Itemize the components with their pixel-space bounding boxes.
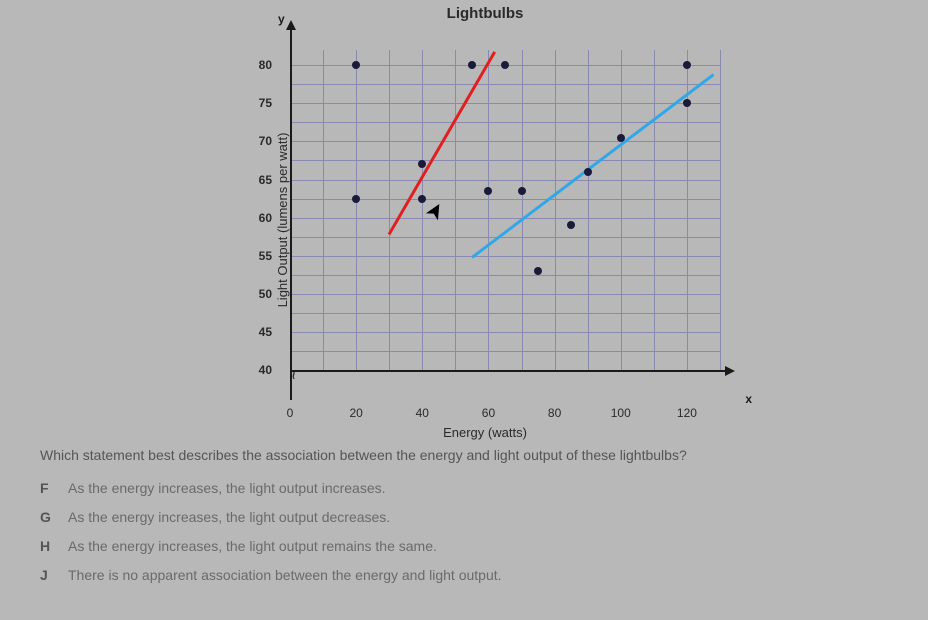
x-tick-label: 0 — [287, 406, 294, 420]
grid-line-vertical — [455, 50, 456, 370]
y-axis-letter: y — [278, 12, 285, 26]
grid-line-horizontal — [290, 332, 720, 333]
grid-line-vertical — [621, 50, 622, 370]
option-letter: J — [40, 565, 68, 586]
plot-area: y x ≀404550556065707580020406080100120➤ — [280, 30, 730, 400]
grid-line-horizontal — [290, 256, 720, 257]
x-axis-label: Energy (watts) — [443, 425, 527, 440]
x-tick-label: 40 — [416, 406, 429, 420]
y-tick-label: 80 — [259, 58, 272, 72]
grid-line-horizontal — [290, 313, 720, 314]
scatter-chart: Lightbulbs Light Output (lumens per watt… — [225, 5, 745, 435]
grid-line-vertical — [356, 50, 357, 370]
option-text: As the energy increases, the light outpu… — [68, 536, 437, 557]
grid-line-horizontal — [290, 122, 720, 123]
chart-title: Lightbulbs — [447, 5, 524, 22]
arrow-right-icon — [725, 366, 735, 376]
data-point — [418, 160, 426, 168]
option-letter: F — [40, 478, 68, 499]
answer-option[interactable]: JThere is no apparent association betwee… — [40, 565, 898, 586]
arrow-up-icon — [286, 20, 296, 30]
x-tick-label: 80 — [548, 406, 561, 420]
data-point — [484, 187, 492, 195]
option-letter: G — [40, 507, 68, 528]
y-tick-label: 70 — [259, 134, 272, 148]
grid-line-vertical — [522, 50, 523, 370]
x-axis-letter: x — [745, 392, 752, 406]
data-point — [352, 195, 360, 203]
grid-line-horizontal — [290, 351, 720, 352]
grid-line-vertical — [588, 50, 589, 370]
x-axis — [290, 370, 730, 372]
grid-line-vertical — [555, 50, 556, 370]
y-tick-label: 40 — [259, 363, 272, 377]
axis-break-icon: ≀ — [291, 366, 296, 383]
y-tick-label: 50 — [259, 287, 272, 301]
grid-line-horizontal — [290, 294, 720, 295]
data-point — [683, 61, 691, 69]
grid-line-vertical — [323, 50, 324, 370]
grid-line-horizontal — [290, 160, 720, 161]
grid-line-horizontal — [290, 141, 720, 142]
y-tick-label: 65 — [259, 173, 272, 187]
option-text: As the energy increases, the light outpu… — [68, 507, 390, 528]
grid-line-horizontal — [290, 84, 720, 85]
data-point — [617, 134, 625, 142]
y-tick-label: 75 — [259, 96, 272, 110]
y-tick-label: 55 — [259, 249, 272, 263]
y-tick-label: 60 — [259, 211, 272, 225]
trend-line — [471, 73, 714, 258]
question-block: Which statement best describes the assoc… — [40, 445, 898, 594]
grid-line-vertical — [389, 50, 390, 370]
grid-line-vertical — [720, 50, 721, 370]
x-tick-label: 120 — [677, 406, 697, 420]
data-point — [352, 61, 360, 69]
x-tick-label: 60 — [482, 406, 495, 420]
data-point — [683, 99, 691, 107]
grid-line-vertical — [488, 50, 489, 370]
option-text: There is no apparent association between… — [68, 565, 502, 586]
data-point — [468, 61, 476, 69]
y-axis — [290, 25, 292, 400]
grid-line-vertical — [687, 50, 688, 370]
grid-line-horizontal — [290, 218, 720, 219]
answer-option[interactable]: GAs the energy increases, the light outp… — [40, 507, 898, 528]
question-prompt: Which statement best describes the assoc… — [40, 445, 898, 466]
data-point — [584, 168, 592, 176]
grid-line-horizontal — [290, 103, 720, 104]
grid-line-horizontal — [290, 180, 720, 181]
data-point — [501, 61, 509, 69]
grid-line-vertical — [654, 50, 655, 370]
x-tick-label: 100 — [611, 406, 631, 420]
data-point — [534, 267, 542, 275]
data-point — [518, 187, 526, 195]
x-tick-label: 20 — [349, 406, 362, 420]
option-text: As the energy increases, the light outpu… — [68, 478, 386, 499]
y-tick-label: 45 — [259, 325, 272, 339]
option-letter: H — [40, 536, 68, 557]
answer-option[interactable]: FAs the energy increases, the light outp… — [40, 478, 898, 499]
answer-option[interactable]: HAs the energy increases, the light outp… — [40, 536, 898, 557]
data-point — [567, 221, 575, 229]
grid-line-horizontal — [290, 237, 720, 238]
grid-line-horizontal — [290, 275, 720, 276]
